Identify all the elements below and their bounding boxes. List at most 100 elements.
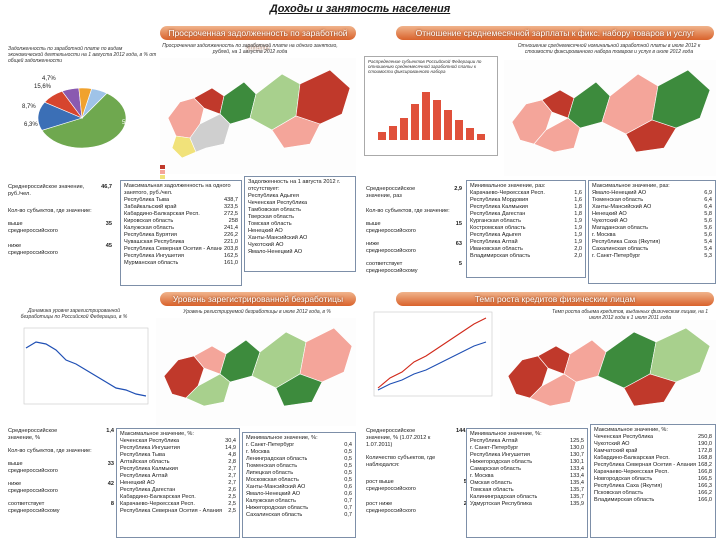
list-item-value: 5,4 xyxy=(704,239,712,245)
list-item: Нижегородская область 0,7 xyxy=(246,505,352,512)
stat-below-value: 42 xyxy=(107,481,114,487)
stat-avg-label: Среднероссийское значение, % xyxy=(8,428,58,441)
list-item-value: 166,3 xyxy=(698,483,712,489)
list-item-value: 0,5 xyxy=(344,456,352,462)
list-item-value: 2,0 xyxy=(574,246,582,252)
list-item-value: 135,4 xyxy=(570,480,584,486)
list-item-name: Нижегородская область xyxy=(246,505,309,511)
list-title: Максимальное значение, %: xyxy=(120,431,194,437)
list-item-name: Республика Ингушетия xyxy=(120,445,180,451)
list-item-name: Чеченская Республика xyxy=(120,438,180,444)
list-item-value: 2,0 xyxy=(574,253,582,259)
list-item-value: 6,9 xyxy=(704,190,712,196)
unemployment-map-caption: Уровень регистрируемой безработицы в июл… xyxy=(183,309,331,315)
list-item-value: 0,4 xyxy=(344,442,352,448)
stat-avg-label: Среднероссийское значение, руб./чел. xyxy=(8,184,85,197)
list-item-value: 1,8 xyxy=(574,204,582,210)
list-item: Ямало-Ненецкий АО 6,9 xyxy=(592,190,712,197)
stat-equal-label: соответствует среднероссийскому xyxy=(8,501,60,514)
list-item: Ханты-Мансийский АО 6,4 xyxy=(592,204,712,211)
inset-caption: Распределение субъектов Российской Федер… xyxy=(368,59,482,74)
list-item: Республика Алтай 2,7 xyxy=(120,473,236,480)
inset-bar xyxy=(455,120,463,140)
list-item-name: Республика Ингушетия xyxy=(470,452,530,458)
list-item: Костромская область 1,9 xyxy=(470,225,582,232)
map-region-east xyxy=(649,327,711,383)
unemployment-min-list: Минимальное значение, %: г. Санкт-Петерб… xyxy=(242,432,356,538)
list-title: Минимальное значение, раз: xyxy=(470,183,546,189)
list-item: Владимирская область 166,0 xyxy=(594,497,712,504)
pie-label: 8,7% xyxy=(22,104,36,110)
inset-bar xyxy=(422,92,430,140)
list-item-name: Томская область xyxy=(470,487,514,493)
list-item-value: 130,0 xyxy=(570,445,584,451)
list-item-name: Забайкальский край xyxy=(124,204,177,210)
list-item-value: 226,2 xyxy=(224,232,238,238)
list-item-value: 1,9 xyxy=(574,225,582,231)
list-item-name: Нижегородская область xyxy=(470,459,533,465)
list-item: Калининградская область 135,7 xyxy=(470,494,584,501)
map-region-far-south xyxy=(625,119,677,153)
list-item-name: Республика Тыва xyxy=(120,452,166,458)
list-item: Алтайская область 2,8 xyxy=(120,459,236,466)
inset-bar xyxy=(400,118,408,140)
list-item: Сахалинская область 0,7 xyxy=(246,512,352,519)
list-item: Ленинградская область 0,5 xyxy=(246,456,352,463)
list-item: Карачаево-Черкесская Респ. 166,8 xyxy=(594,469,712,476)
pie-label: 15,6% xyxy=(34,84,52,90)
list-item-value: 0,7 xyxy=(344,505,352,511)
stat-below-value: 45 xyxy=(105,243,112,249)
list-item-name: Ханты-Мансийский АО xyxy=(248,235,308,241)
list-item-name: Кабардино-Балкарская Респ. xyxy=(120,494,196,500)
list-item-name: Калужская область xyxy=(124,225,175,231)
list-item: Владимирская область 2,0 xyxy=(470,253,582,260)
list-item: Республика Северная Осетия - Алания 168,2 xyxy=(594,462,712,469)
map-region-center xyxy=(529,373,577,407)
list-item-name: Чеченская Республика xyxy=(248,200,308,206)
stat-above-label: выше среднероссийского xyxy=(366,221,416,234)
list-item-value: 0,7 xyxy=(344,512,352,518)
list-item: Кабардино-Балкарская Респ. 2,5 xyxy=(120,494,236,501)
credit-header: Темп роста кредитов физическим лицам xyxy=(396,292,714,306)
list-item-value: 2,8 xyxy=(228,459,236,465)
list-item: Забайкальский край 323,5 xyxy=(124,204,238,211)
unemployment-map xyxy=(156,318,356,426)
list-item-value: 4,8 xyxy=(228,452,236,458)
list-item: Республика Саха (Якутия) 5,4 xyxy=(592,239,712,246)
list-item: Чукотский АО xyxy=(248,242,352,249)
pie-slice xyxy=(41,92,127,149)
map-region-far-south xyxy=(275,373,323,407)
list-item-name: Владимирская область xyxy=(470,253,531,259)
list-item-value: 130,1 xyxy=(570,459,584,465)
arrears-header: Просроченная задолженность по заработной… xyxy=(160,26,356,52)
list-item-name: Республика Северная Осетия - Алания xyxy=(124,246,222,252)
list-item: Республика Тыва 438,7 xyxy=(124,197,238,204)
list-item-value: 0,6 xyxy=(344,484,352,490)
stat-above-value: 35 xyxy=(105,221,112,227)
credit-map xyxy=(500,320,716,424)
list-item-name: г. Санкт-Петербург xyxy=(470,445,519,451)
list-item: Удмуртская Республика 135,9 xyxy=(470,501,584,508)
list-item: Республика Дагестан 2,6 xyxy=(120,487,236,494)
list-item: Томская область 135,7 xyxy=(470,487,584,494)
stat-count-label: Кол-во субъектов, где значение: xyxy=(8,208,92,214)
list-item-value: 250,8 xyxy=(698,434,712,440)
list-item: Кабардино-Балкарская Респ. 272,5 xyxy=(124,211,238,218)
list-item-value: 258 xyxy=(228,218,238,224)
list-item-name: Карачаево-Черкесская Респ. xyxy=(120,501,195,507)
map-region-west xyxy=(163,355,205,399)
list-item-name: Ленинградская область xyxy=(246,456,308,462)
list-item-value: 1,9 xyxy=(574,239,582,245)
list-item-name: Псковская область xyxy=(594,490,644,496)
list-title: Задолженность на 1 августа 2012 г. отсут… xyxy=(248,179,341,192)
stat-equal-value: 5 xyxy=(458,261,462,267)
list-item: Калужская область 0,7 xyxy=(246,498,352,505)
list-item-value: 166,5 xyxy=(698,476,712,482)
stat-avg-value: 46,7 xyxy=(101,184,112,190)
list-item: Ямало-Ненецкий АО xyxy=(248,249,352,256)
stat-avg-value: 144,6 xyxy=(456,428,470,434)
list-item: Чеченская Республика 30,4 xyxy=(120,438,236,445)
list-item-value: 135,7 xyxy=(570,494,584,500)
list-item-value: 168,2 xyxy=(698,462,712,468)
list-item-name: Чувашская Республика xyxy=(124,239,185,245)
